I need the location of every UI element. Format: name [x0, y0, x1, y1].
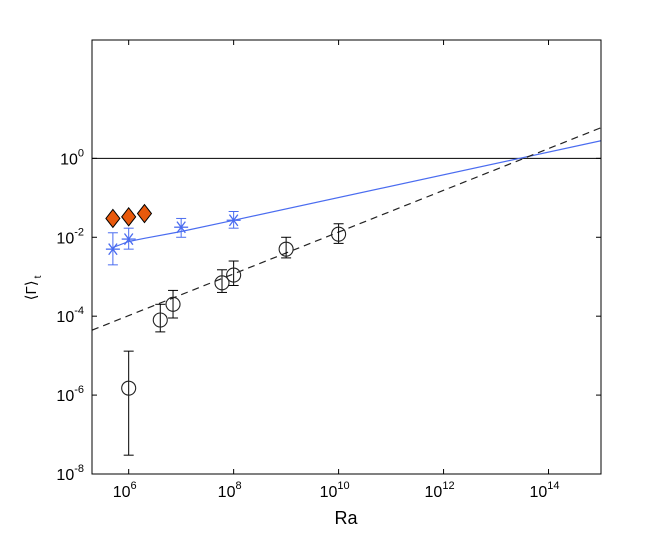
- circle-point: [278, 236, 294, 259]
- svg-text:⟨Γ⟩t: ⟨Γ⟩ t: [23, 275, 44, 300]
- y-axis-label: ⟨Γ⟩ t: [23, 275, 44, 300]
- y-tick-label: 10-6: [56, 384, 84, 405]
- circle-marker: [278, 241, 294, 257]
- plot-area: [92, 127, 601, 456]
- x-axis-label: Ra: [334, 508, 358, 528]
- y-axis-label-subscript: t: [33, 275, 44, 278]
- y-axis-label-main: ⟨Γ⟩: [23, 280, 40, 300]
- asterisk-point: [105, 232, 120, 266]
- circle-point: [226, 260, 242, 286]
- asterisk-stroke: [228, 214, 239, 227]
- asterisk-stroke: [108, 243, 118, 256]
- x-tick-label: 106: [113, 480, 137, 501]
- circle-point: [214, 269, 230, 293]
- circle-point: [121, 350, 137, 456]
- data-layer: [92, 127, 601, 456]
- circle-marker: [121, 380, 137, 396]
- circle-marker: [152, 312, 168, 328]
- asterisk-point: [226, 211, 241, 229]
- axes: 106 108 1010 1012 1014 10-8 10-6 10-4 10-2 100: [56, 39, 602, 501]
- circle-marker: [165, 296, 181, 312]
- fit-line-circle: [92, 127, 601, 331]
- x-tick-label: 1012: [425, 480, 455, 501]
- circle-point: [165, 289, 181, 319]
- x-tick-label: 1014: [529, 480, 559, 501]
- asterisk-stroke: [176, 221, 186, 234]
- asterisk-point: [174, 217, 189, 238]
- circle-marker: [214, 275, 230, 291]
- plot-frame: [91, 39, 602, 475]
- circle-point: [331, 223, 347, 244]
- diamond-marker: [105, 208, 121, 229]
- circle-marker: [226, 267, 242, 283]
- asterisk-point: [121, 227, 136, 250]
- diamond-point: [136, 203, 153, 224]
- y-tick-label: 100: [60, 147, 84, 168]
- circle-point: [152, 303, 168, 333]
- x-tick-label: 108: [218, 480, 242, 501]
- y-tick-label: 10-8: [56, 463, 84, 484]
- y-tick-label: 10-4: [56, 305, 84, 326]
- x-tick-label: 1010: [320, 480, 350, 501]
- asterisk-stroke: [123, 233, 134, 246]
- diamond-marker: [121, 207, 137, 227]
- diamond-marker: [136, 203, 153, 224]
- y-tick-label: 10-2: [56, 226, 84, 247]
- circle-marker: [331, 226, 347, 242]
- diamond-point: [105, 208, 121, 229]
- diamond-point: [121, 207, 137, 227]
